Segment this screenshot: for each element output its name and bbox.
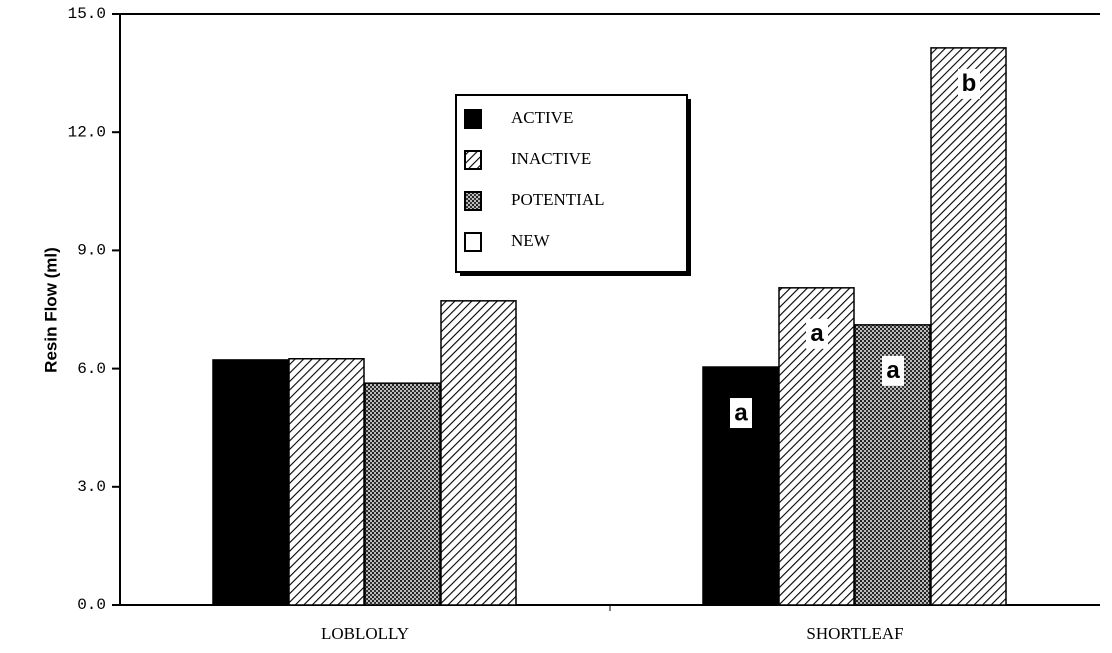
- y-tick-label: 15.0: [68, 5, 106, 23]
- legend-label: POTENTIAL: [511, 190, 604, 209]
- legend-swatch: [464, 232, 482, 252]
- bar: [364, 382, 441, 606]
- annotation: a: [886, 357, 900, 384]
- annotation-box: [958, 68, 980, 99]
- bar: [930, 47, 1007, 606]
- legend-label: ACTIVE: [511, 108, 573, 127]
- bar: [440, 300, 517, 606]
- annotation: b: [962, 70, 977, 97]
- x-tick-label: SHORTLEAF: [806, 624, 903, 643]
- y-tick-label: 9.0: [77, 242, 106, 260]
- annotation: a: [734, 399, 748, 426]
- bar: [778, 287, 855, 606]
- legend-label: NEW: [511, 231, 551, 250]
- y-tick-label: 6.0: [77, 360, 106, 378]
- y-tick-label: 0.0: [77, 596, 106, 614]
- annotation-box: [730, 398, 752, 429]
- legend-swatch: [464, 191, 482, 211]
- annotation-box: [806, 318, 828, 349]
- bar: [288, 358, 365, 606]
- legend-swatch: [464, 150, 482, 170]
- legend-swatch: [464, 109, 482, 129]
- y-tick-label: 12.0: [68, 123, 106, 141]
- annotation: a: [810, 320, 824, 347]
- bar: [212, 359, 289, 606]
- annotation-box: [882, 355, 904, 386]
- x-tick-label: LOBLOLLY: [321, 624, 409, 643]
- y-axis-label: Resin Flow (ml): [41, 247, 60, 373]
- legend-box: [455, 94, 688, 273]
- legend-label: INACTIVE: [511, 149, 591, 168]
- y-tick-label: 3.0: [77, 478, 106, 496]
